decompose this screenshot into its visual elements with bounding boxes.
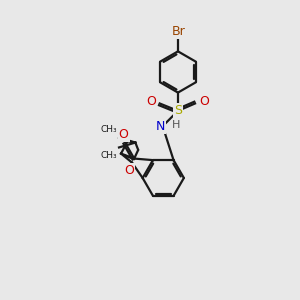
Text: O: O [146,94,156,108]
Text: CH₃: CH₃ [101,151,118,160]
Text: Br: Br [172,25,185,38]
Text: O: O [119,128,129,141]
Text: O: O [199,94,209,108]
Text: H: H [172,120,180,130]
Text: O: O [124,164,134,177]
Text: N: N [156,120,165,133]
Text: CH₃: CH₃ [101,125,118,134]
Text: S: S [174,104,182,117]
